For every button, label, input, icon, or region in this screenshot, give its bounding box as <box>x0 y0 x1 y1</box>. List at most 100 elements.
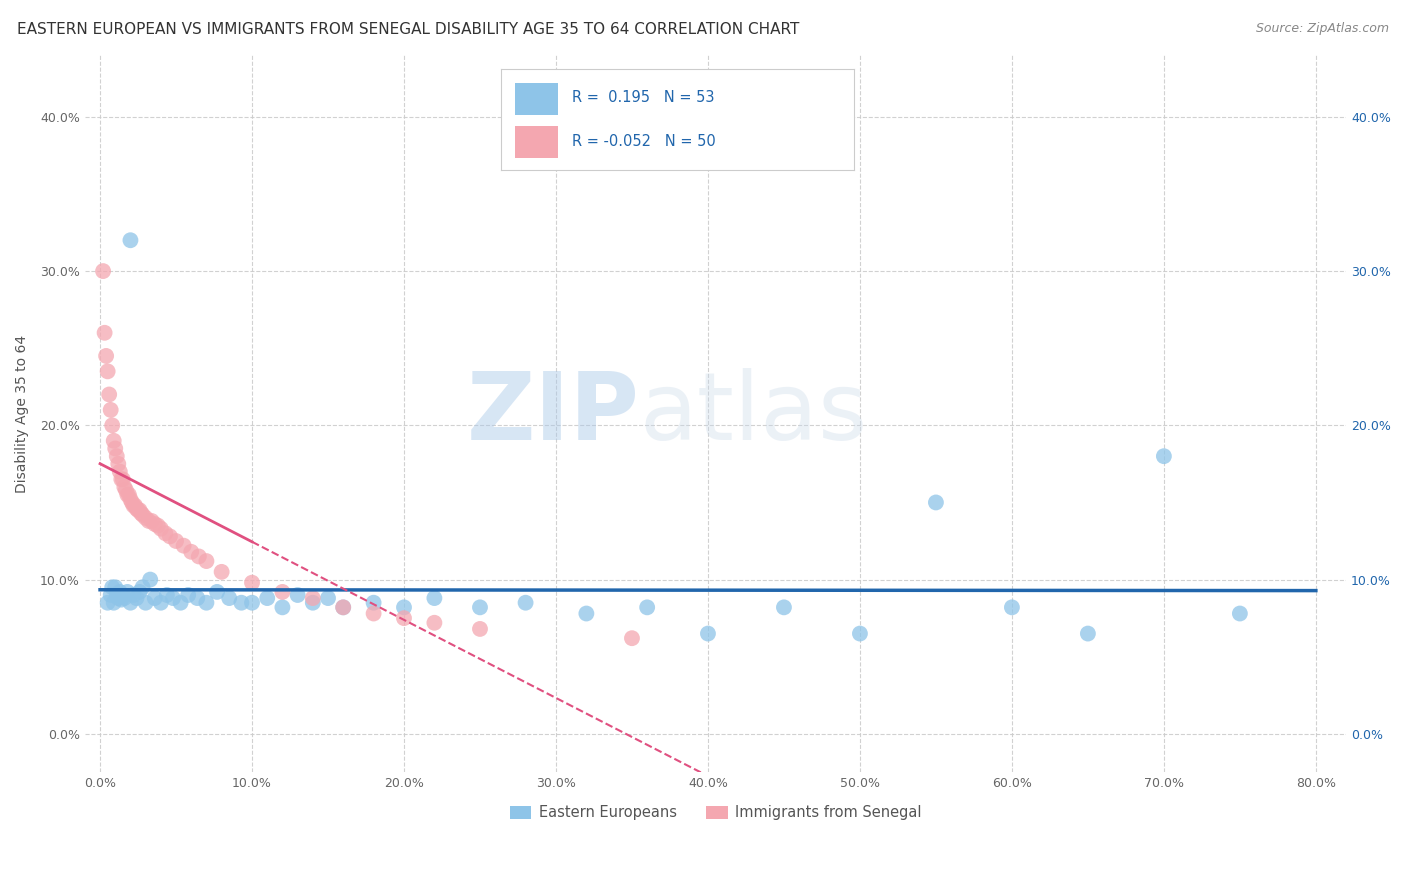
Point <box>849 626 872 640</box>
Point <box>125 501 148 516</box>
Point <box>211 565 233 579</box>
Point <box>423 615 446 630</box>
Text: Source: ZipAtlas.com: Source: ZipAtlas.com <box>1256 22 1389 36</box>
Point <box>104 580 127 594</box>
Point <box>925 495 948 509</box>
Point <box>91 264 114 278</box>
Point <box>122 499 145 513</box>
Point <box>392 600 415 615</box>
Point <box>139 573 162 587</box>
Point <box>128 503 150 517</box>
Point <box>149 522 172 536</box>
Point <box>108 585 131 599</box>
Point <box>773 600 796 615</box>
Point <box>392 611 415 625</box>
Point <box>515 596 537 610</box>
Point <box>110 472 132 486</box>
Point <box>1077 626 1099 640</box>
Point <box>100 403 122 417</box>
Point <box>125 591 148 606</box>
Text: atlas: atlas <box>640 368 868 459</box>
Point <box>620 631 643 645</box>
Point <box>177 588 200 602</box>
Point <box>159 529 181 543</box>
Point <box>103 596 125 610</box>
Text: ZIP: ZIP <box>467 368 640 459</box>
Point <box>195 596 218 610</box>
Point <box>156 588 179 602</box>
Point <box>108 465 131 479</box>
Legend: Eastern Europeans, Immigrants from Senegal: Eastern Europeans, Immigrants from Seneg… <box>503 799 928 826</box>
Point <box>111 472 134 486</box>
Point <box>186 591 208 606</box>
Point <box>107 457 129 471</box>
Point <box>143 591 166 606</box>
Point <box>111 588 134 602</box>
Point <box>128 585 150 599</box>
Point <box>169 596 191 610</box>
Point <box>165 534 187 549</box>
Point <box>240 575 263 590</box>
Text: EASTERN EUROPEAN VS IMMIGRANTS FROM SENEGAL DISABILITY AGE 35 TO 64 CORRELATION : EASTERN EUROPEAN VS IMMIGRANTS FROM SENE… <box>17 22 799 37</box>
Point <box>93 326 115 340</box>
Point <box>1153 449 1175 463</box>
Point <box>94 349 117 363</box>
Point <box>363 596 385 610</box>
Point <box>112 480 135 494</box>
Point <box>187 549 209 564</box>
Point <box>1229 607 1251 621</box>
Point <box>138 514 160 528</box>
Point <box>135 511 157 525</box>
Point <box>575 607 598 621</box>
Point <box>101 580 124 594</box>
Point <box>146 518 169 533</box>
Point <box>105 588 128 602</box>
Point <box>105 449 128 463</box>
Point <box>120 492 142 507</box>
Point <box>124 499 146 513</box>
Point <box>97 596 120 610</box>
Point <box>162 591 184 606</box>
Point <box>127 503 149 517</box>
Point <box>468 622 491 636</box>
Point <box>332 600 354 615</box>
Point <box>180 545 202 559</box>
Y-axis label: Disability Age 35 to 64: Disability Age 35 to 64 <box>15 334 30 492</box>
Point <box>112 591 135 606</box>
Point <box>423 591 446 606</box>
Point <box>195 554 218 568</box>
Point <box>468 600 491 615</box>
Point <box>97 364 120 378</box>
Point <box>301 596 323 610</box>
Point <box>155 526 177 541</box>
Point <box>131 508 153 522</box>
Point <box>301 591 323 606</box>
Point <box>271 600 294 615</box>
Point <box>120 233 142 247</box>
Point <box>120 596 142 610</box>
Point <box>173 539 195 553</box>
Point <box>117 488 139 502</box>
Point <box>332 600 354 615</box>
Point <box>143 517 166 532</box>
Point <box>240 596 263 610</box>
Point <box>205 585 228 599</box>
Point <box>100 588 122 602</box>
Point <box>121 495 143 509</box>
Point <box>316 591 339 606</box>
Point <box>98 387 121 401</box>
Point <box>110 592 132 607</box>
Point <box>256 591 278 606</box>
Point <box>231 596 253 610</box>
Point <box>129 506 152 520</box>
Point <box>149 596 172 610</box>
Point <box>141 514 163 528</box>
Point <box>101 418 124 433</box>
Point <box>131 580 153 594</box>
Point <box>1001 600 1024 615</box>
Point <box>636 600 658 615</box>
Point <box>697 626 720 640</box>
Point <box>107 591 129 606</box>
Point <box>115 483 138 497</box>
Point <box>104 442 127 456</box>
